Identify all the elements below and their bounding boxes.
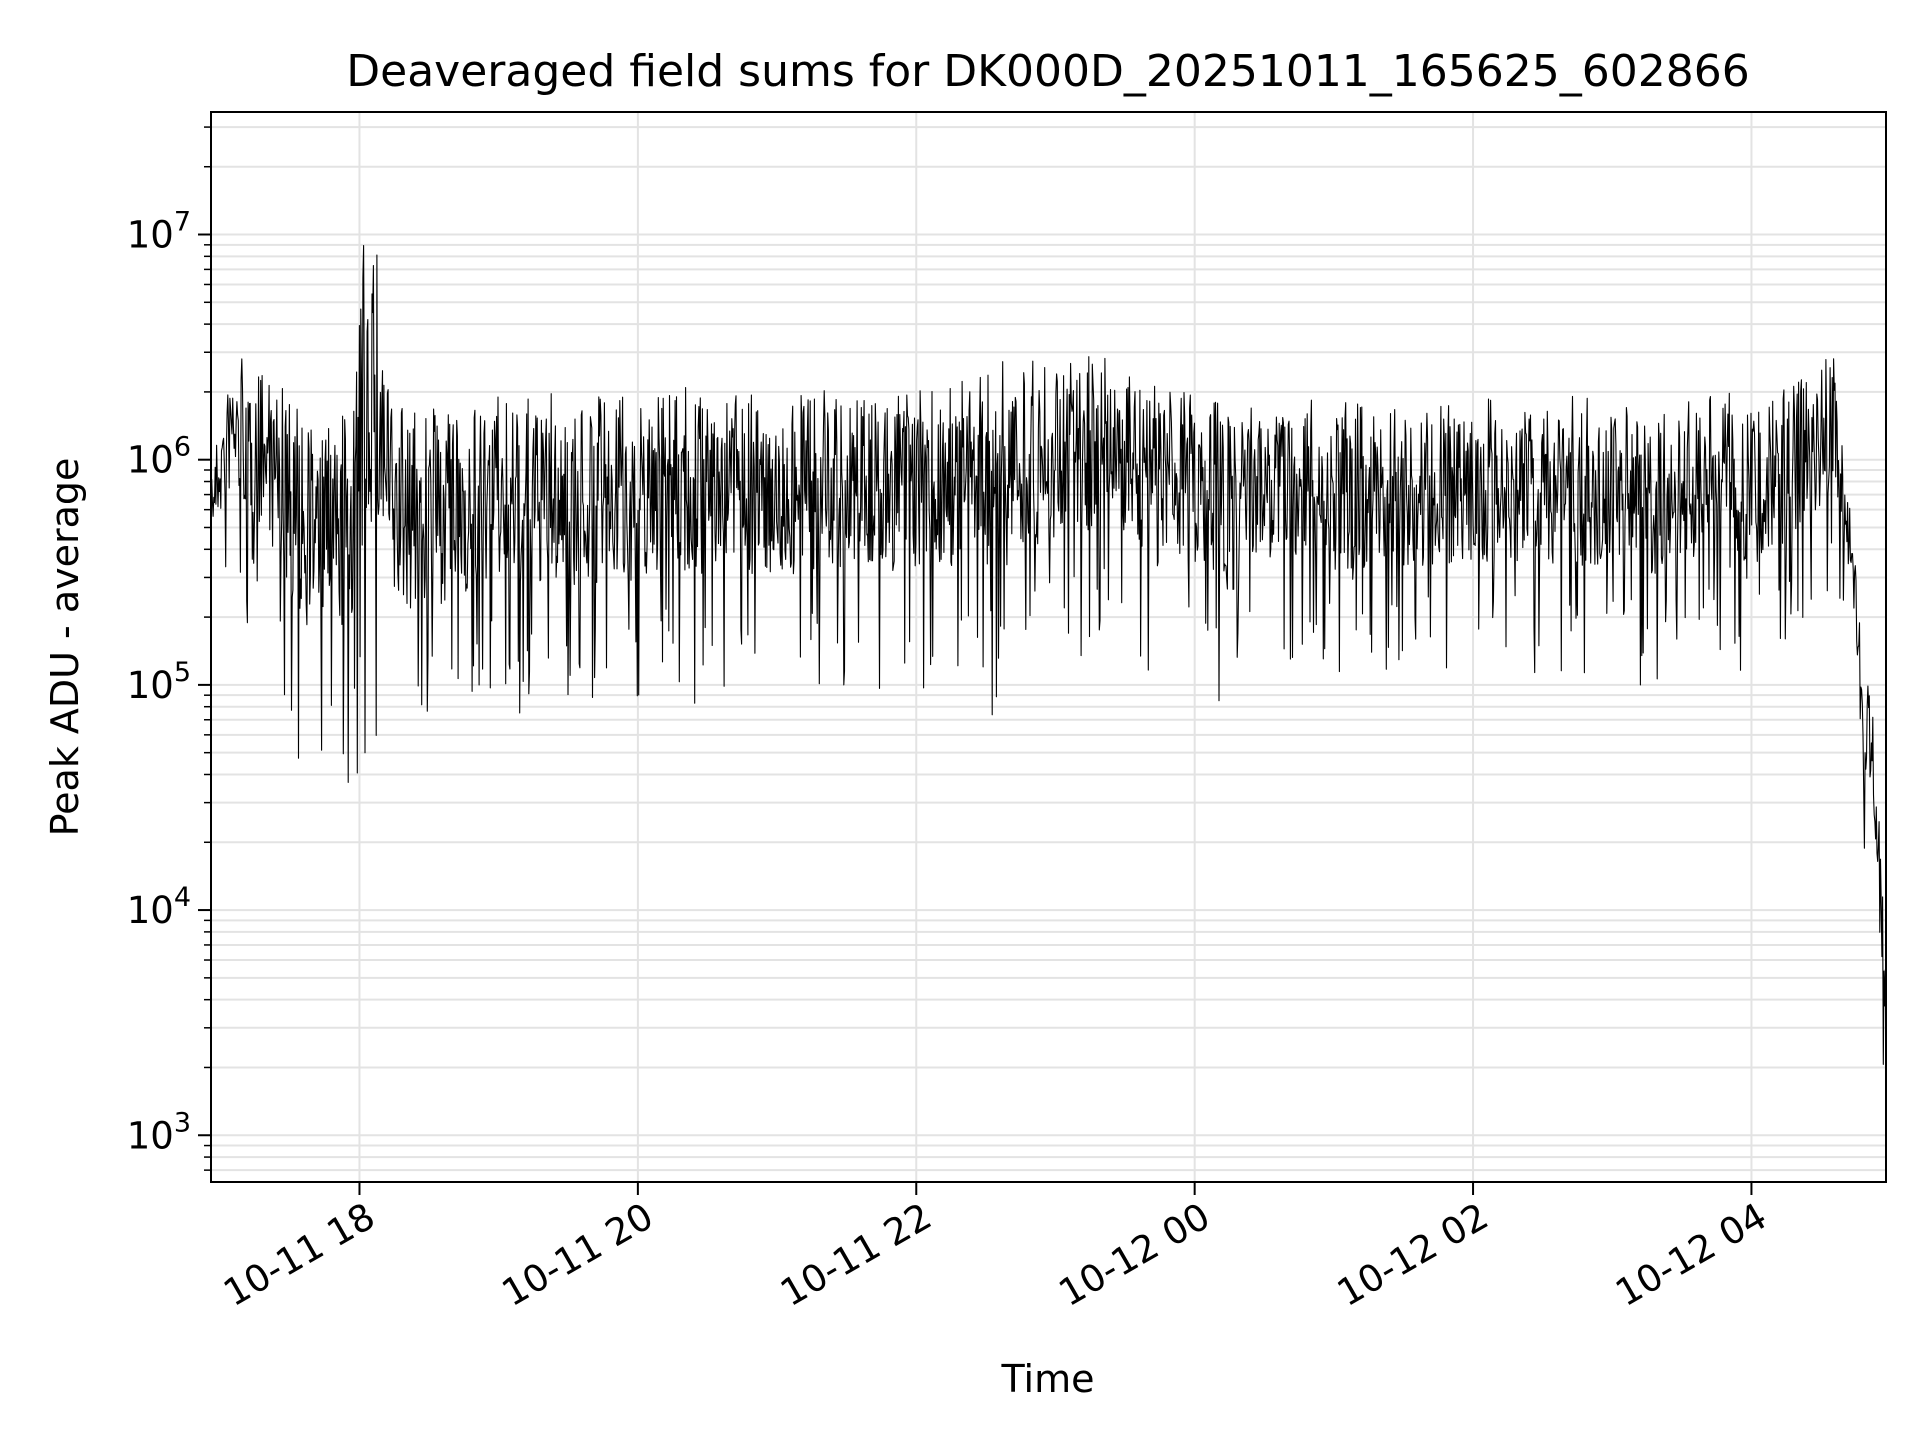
x-axis-label: Time <box>1001 1357 1095 1401</box>
y-tick-label: 104 <box>127 882 191 932</box>
chart-title: Deaveraged field sums for DK000D_2025101… <box>346 46 1749 97</box>
y-axis: 103 104 105 106 107 <box>127 126 211 1171</box>
y-axis-label: Peak ADU - average <box>43 458 87 837</box>
axes-frame <box>210 111 1887 1183</box>
y-tick-label: 107 <box>127 207 191 257</box>
y-tick-label: 103 <box>127 1107 191 1157</box>
y-tick-label: 106 <box>127 432 191 482</box>
series-line <box>210 245 1886 1065</box>
y-tick-label: 105 <box>127 657 191 707</box>
grid <box>211 112 1886 1182</box>
plot-area <box>210 245 1886 1065</box>
